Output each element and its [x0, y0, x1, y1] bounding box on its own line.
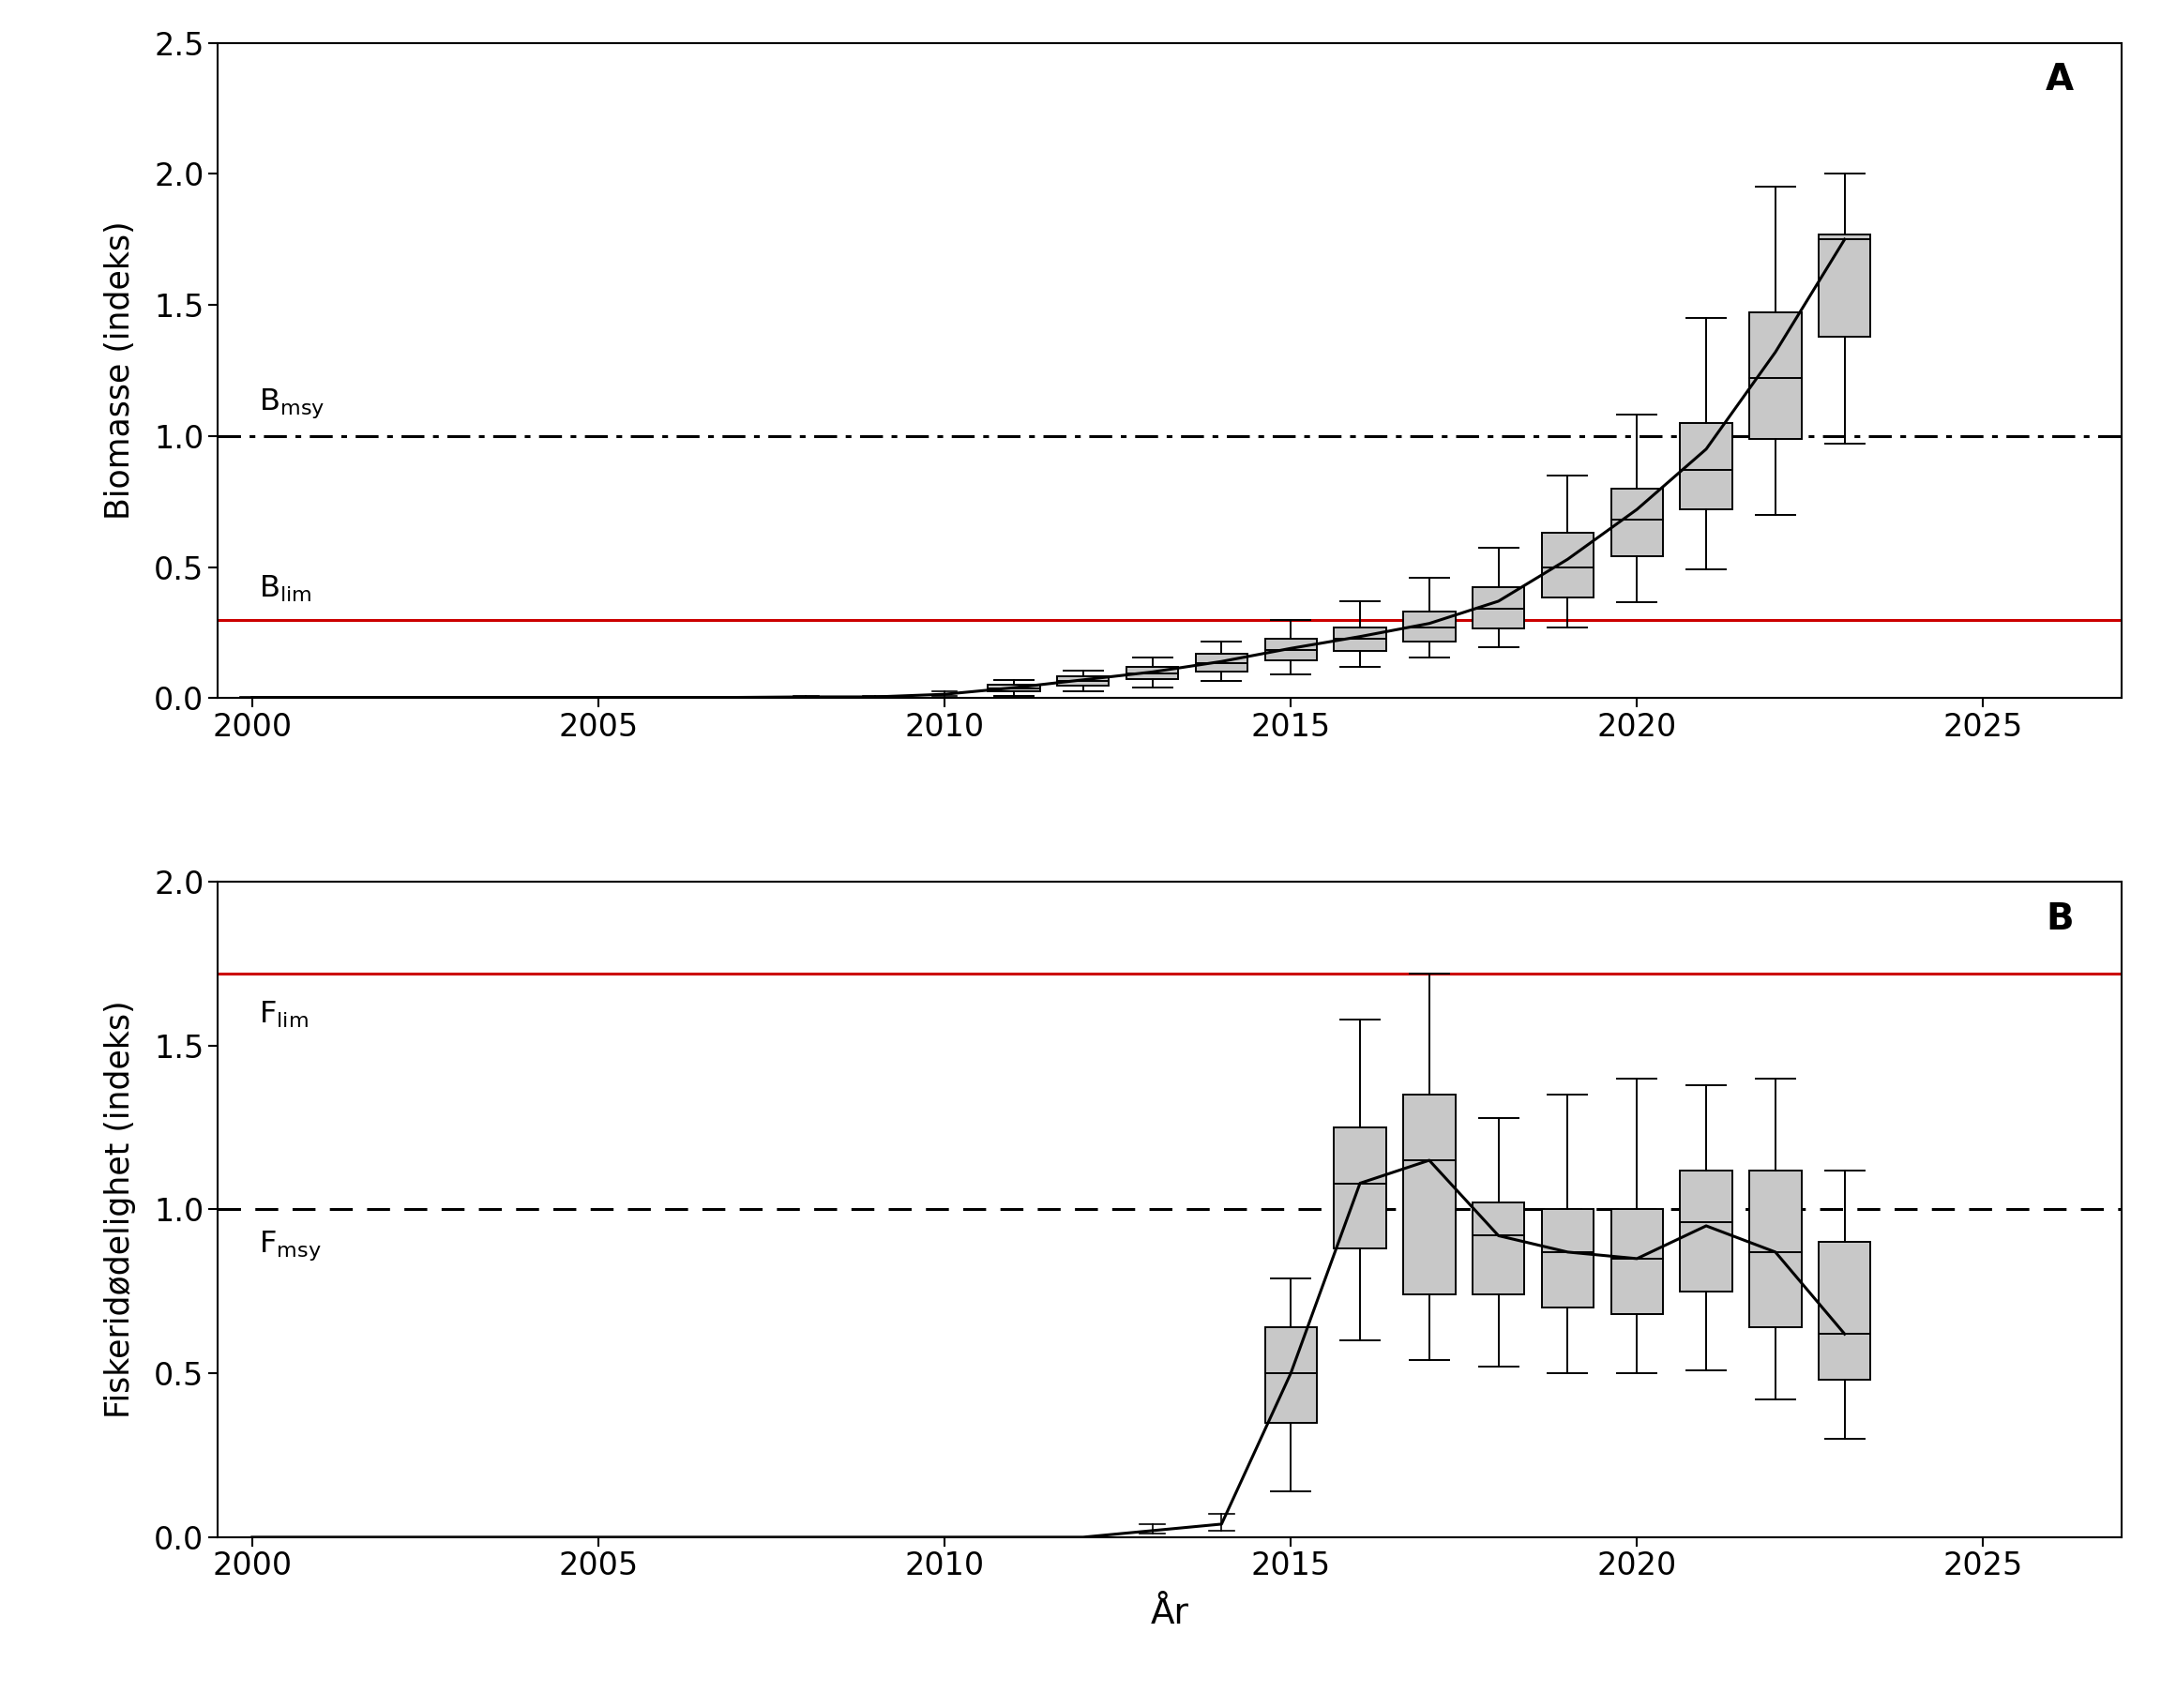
Y-axis label: Biomasse (indeks): Biomasse (indeks) — [104, 220, 135, 519]
Text: F$_{\mathregular{lim}}$: F$_{\mathregular{lim}}$ — [259, 999, 309, 1030]
Bar — [1264, 639, 1316, 661]
Text: A: A — [2045, 63, 2074, 97]
Text: B$_{\mathregular{lim}}$: B$_{\mathregular{lim}}$ — [259, 574, 311, 605]
Bar — [1127, 668, 1177, 680]
Bar — [1473, 588, 1525, 629]
Bar — [1750, 313, 1802, 439]
Bar — [1819, 1242, 1871, 1380]
Bar — [1543, 1209, 1593, 1308]
Y-axis label: Fiskeridødelighet (indeks): Fiskeridødelighet (indeks) — [104, 1001, 135, 1418]
Bar — [1610, 488, 1662, 557]
Bar — [1404, 611, 1456, 642]
X-axis label: År: År — [1151, 1597, 1188, 1631]
Text: B$_{\mathregular{msy}}$: B$_{\mathregular{msy}}$ — [259, 388, 324, 420]
Text: F$_{\mathregular{msy}}$: F$_{\mathregular{msy}}$ — [259, 1230, 322, 1262]
Bar — [1819, 234, 1871, 336]
Bar — [1473, 1202, 1525, 1295]
Bar — [1195, 654, 1247, 671]
Bar — [1543, 533, 1593, 598]
Bar — [1334, 1127, 1386, 1249]
Bar — [1610, 1209, 1662, 1315]
Bar — [1404, 1095, 1456, 1295]
Bar — [1264, 1327, 1316, 1423]
Bar — [1680, 1170, 1732, 1291]
Bar — [1680, 424, 1732, 509]
Bar — [1334, 627, 1386, 651]
Bar — [1750, 1170, 1802, 1327]
Bar — [988, 685, 1040, 692]
Bar — [1058, 676, 1110, 685]
Text: B: B — [2045, 902, 2074, 938]
